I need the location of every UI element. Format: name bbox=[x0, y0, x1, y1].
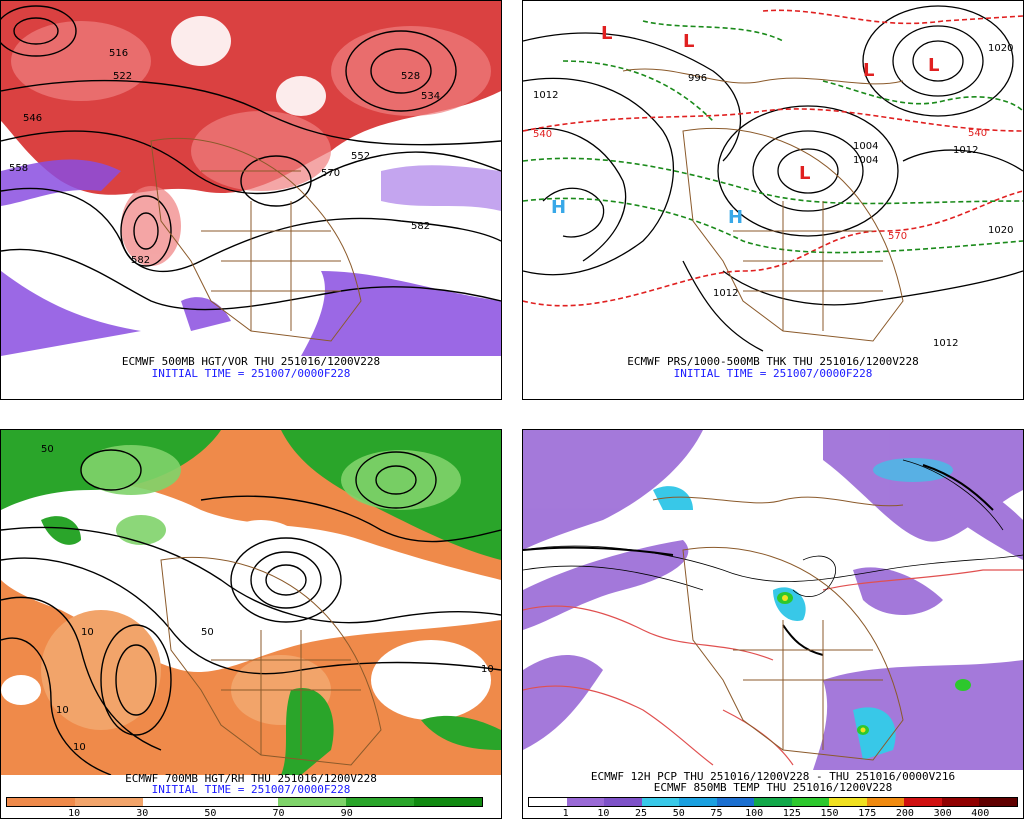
colorbar-tick-label: 75 bbox=[710, 808, 723, 819]
contour-label: 534 bbox=[421, 91, 440, 102]
precip-map bbox=[523, 430, 1023, 770]
low-symbol: L bbox=[799, 163, 810, 184]
isobar-label: 1012 bbox=[953, 145, 978, 156]
isobar-label: 1020 bbox=[988, 43, 1013, 54]
contour-label: 546 bbox=[23, 113, 42, 124]
colorbar-swatch bbox=[346, 798, 415, 806]
colorbar-swatch bbox=[979, 798, 1017, 806]
colorbar-tick-label: 30 bbox=[136, 808, 149, 819]
initial-time: INITIAL TIME = 251007/0000F228 bbox=[151, 783, 351, 796]
colorbar-tick-label: 10 bbox=[68, 808, 81, 819]
colorbar-tick-label: 50 bbox=[204, 808, 217, 819]
low-symbol: L bbox=[683, 31, 694, 52]
vorticity-map: 516 522 528 534 546 552 558 570 582 582 bbox=[1, 1, 501, 361]
panel-pressure-thickness: 996 1012 1004 1004 1012 1020 1020 1012 1… bbox=[522, 0, 1024, 400]
initial-time: INITIAL TIME = 251007/0000F228 bbox=[673, 367, 873, 380]
contour-label: 582 bbox=[131, 255, 150, 266]
colorbar-tick-label: 1 bbox=[562, 808, 569, 819]
colorbar-tick-label: 400 bbox=[971, 808, 990, 819]
colorbar-tick-label: 125 bbox=[782, 808, 801, 819]
isobar-label: 1004 bbox=[853, 141, 878, 152]
contour-label: 582 bbox=[411, 221, 430, 232]
colorbar-swatch bbox=[414, 798, 483, 806]
colorbar-tick-label: 100 bbox=[745, 808, 764, 819]
pressure-map: 996 1012 1004 1004 1012 1020 1020 1012 1… bbox=[523, 1, 1023, 361]
colorbar-tick-label: 25 bbox=[635, 808, 648, 819]
contour-label: 552 bbox=[351, 151, 370, 162]
panel-title: ECMWF 500MB HGT/VOR THU 251016/1200V228 bbox=[121, 355, 381, 368]
colorbar-swatch bbox=[941, 798, 980, 806]
panel-700mb-humidity: 10 50 10 10 10 50 ECMWF 700MB HGT/RH THU… bbox=[0, 429, 502, 819]
rh-label: 50 bbox=[41, 444, 54, 455]
panel-500mb-vorticity: 516 522 528 534 546 552 558 570 582 582 … bbox=[0, 0, 502, 400]
colorbar-swatch bbox=[210, 798, 279, 806]
colorbar-tick-label: 90 bbox=[340, 808, 353, 819]
colorbar-tick-label: 200 bbox=[895, 808, 914, 819]
colorbar-swatch bbox=[829, 798, 867, 806]
contour-label: 570 bbox=[321, 168, 340, 179]
isobar-label: 1012 bbox=[533, 90, 558, 101]
precip-colorbar-ticks: 1 10 25 50 75 100 125 150 175 200 300 400 bbox=[528, 808, 1018, 819]
colorbar-swatch bbox=[904, 798, 942, 806]
rh-label: 10 bbox=[56, 705, 69, 716]
colorbar-swatch bbox=[566, 798, 605, 806]
rh-colorbar-ticks: 10 30 50 70 90 bbox=[6, 808, 483, 819]
colorbar-swatch bbox=[74, 798, 143, 806]
colorbar-swatch bbox=[278, 798, 347, 806]
contour-label: 516 bbox=[109, 48, 128, 59]
colorbar-swatch bbox=[754, 798, 792, 806]
colorbar-swatch bbox=[529, 798, 567, 806]
thickness-label: 540 bbox=[968, 128, 987, 139]
low-symbol: L bbox=[601, 23, 612, 44]
colorbar-tick-label: 10 bbox=[597, 808, 610, 819]
contour-label: 558 bbox=[9, 163, 28, 174]
panel-subtitle: ECMWF 850MB TEMP THU 251016/1200V228 bbox=[653, 781, 893, 794]
rh-label: 10 bbox=[481, 664, 494, 675]
isobar-label: 1012 bbox=[933, 338, 958, 349]
low-symbol: L bbox=[928, 55, 939, 76]
rh-label: 50 bbox=[201, 627, 214, 638]
isobar-label: 996 bbox=[688, 73, 707, 84]
colorbar-swatch bbox=[716, 798, 755, 806]
colorbar-swatch bbox=[679, 798, 717, 806]
colorbar-tick-label: 150 bbox=[820, 808, 839, 819]
high-symbol: H bbox=[728, 207, 743, 228]
colorbar-tick-label: 50 bbox=[672, 808, 685, 819]
isobar-label: 1004 bbox=[853, 155, 878, 166]
low-symbol: L bbox=[863, 60, 874, 81]
thickness-label: 540 bbox=[533, 129, 552, 140]
high-symbol: H bbox=[551, 197, 566, 218]
colorbar-swatch bbox=[791, 798, 830, 806]
precip-colorbar bbox=[528, 797, 1018, 807]
colorbar-swatch bbox=[866, 798, 905, 806]
contour-label: 528 bbox=[401, 71, 420, 82]
rh-colorbar bbox=[6, 797, 483, 807]
rh-label: 10 bbox=[81, 627, 94, 638]
initial-time: INITIAL TIME = 251007/0000F228 bbox=[151, 367, 351, 380]
panel-title: ECMWF 12H PCP THU 251016/1200V228 - THU … bbox=[590, 770, 956, 783]
isobar-label: 1020 bbox=[988, 225, 1013, 236]
panel-title: ECMWF 700MB HGT/RH THU 251016/1200V228 bbox=[125, 772, 377, 785]
colorbar-swatch bbox=[142, 798, 211, 806]
colorbar-swatch bbox=[641, 798, 680, 806]
panel-precip-temp: ECMWF 12H PCP THU 251016/1200V228 - THU … bbox=[522, 429, 1024, 819]
colorbar-swatch bbox=[7, 798, 75, 806]
thickness-label: 570 bbox=[888, 231, 907, 242]
isobar-label: 1012 bbox=[713, 288, 738, 299]
panel-title: ECMWF PRS/1000-500MB THK THU 251016/1200… bbox=[627, 355, 919, 368]
contour-label: 522 bbox=[113, 71, 132, 82]
humidity-map: 10 50 10 10 10 50 bbox=[1, 430, 501, 775]
colorbar-tick-label: 300 bbox=[933, 808, 952, 819]
colorbar-tick-label: 175 bbox=[858, 808, 877, 819]
rh-label: 10 bbox=[73, 742, 86, 753]
colorbar-tick-label: 70 bbox=[272, 808, 285, 819]
colorbar-swatch bbox=[604, 798, 642, 806]
